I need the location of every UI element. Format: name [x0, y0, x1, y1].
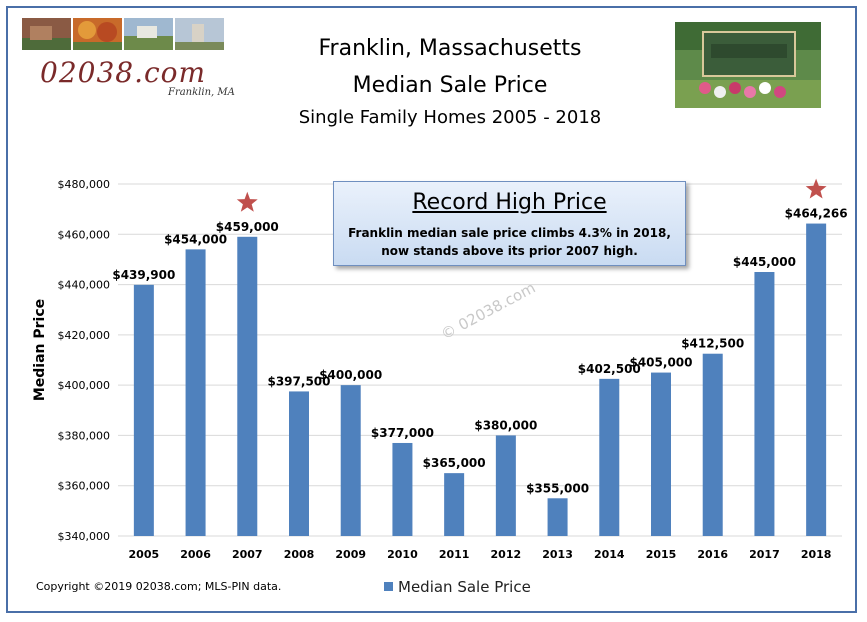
x-tick-label: 2006	[180, 548, 211, 561]
data-label: $439,900	[112, 268, 175, 282]
data-label: $464,266	[785, 207, 848, 221]
bar	[392, 442, 413, 536]
data-label: $377,000	[371, 426, 434, 440]
chart-title-line2: Median Sale Price	[352, 73, 548, 98]
data-label: $397,500	[267, 374, 330, 388]
chart-title-line1: Franklin, Massachusetts	[318, 36, 582, 61]
y-tick-label: $460,000	[58, 228, 111, 241]
data-label: $459,000	[216, 220, 279, 234]
y-tick-label: $420,000	[58, 329, 111, 342]
data-label: $405,000	[629, 356, 692, 370]
chart-legend: Median Sale Price	[384, 578, 531, 596]
callout-text-line1: Franklin median sale price climbs 4.3% i…	[348, 226, 671, 240]
chart-subtitle: Single Family Homes 2005 - 2018	[298, 107, 602, 128]
data-label: $454,000	[164, 232, 227, 246]
data-label: $380,000	[474, 418, 537, 432]
data-label: $400,000	[319, 368, 382, 382]
bar	[754, 272, 775, 536]
bar	[444, 473, 465, 536]
bar	[651, 372, 671, 536]
x-tick-label: 2008	[284, 548, 315, 561]
y-tick-label: $380,000	[58, 429, 111, 442]
data-label: $355,000	[526, 481, 589, 495]
bar	[495, 435, 516, 536]
record-high-callout: Record High Price Franklin median sale p…	[333, 181, 686, 266]
callout-title: Record High Price	[412, 190, 607, 215]
legend-swatch	[384, 582, 393, 591]
data-label: $402,500	[578, 362, 641, 376]
x-tick-label: 2015	[646, 548, 677, 561]
x-tick-label: 2016	[697, 548, 728, 561]
y-tick-label: $480,000	[58, 178, 111, 191]
bar	[185, 249, 206, 536]
bar	[702, 353, 723, 536]
legend-label: Median Sale Price	[398, 578, 531, 596]
x-tick-label: 2011	[439, 548, 470, 561]
record-star-icon	[805, 178, 827, 199]
data-label: $365,000	[423, 456, 486, 470]
bar	[289, 391, 309, 536]
y-tick-label: $340,000	[58, 530, 111, 543]
bar	[599, 378, 620, 536]
bar	[133, 284, 154, 536]
data-label: $412,500	[681, 337, 744, 351]
callout-text: Franklin median sale price climbs 4.3% i…	[342, 224, 677, 260]
franklin-sign-photo	[675, 22, 821, 108]
callout-text-line2: now stands above its prior 2007 high.	[381, 244, 638, 258]
site-logo: 02038.com	[40, 56, 207, 89]
bar	[547, 498, 568, 536]
town-photos-strip	[22, 18, 224, 50]
x-tick-label: 2005	[129, 548, 160, 561]
copyright-note: Copyright ©2019 02038.com; MLS-PIN data.	[36, 580, 282, 593]
x-tick-label: 2018	[801, 548, 832, 561]
y-tick-label: $360,000	[58, 480, 111, 493]
record-star-icon	[236, 191, 258, 212]
x-tick-label: 2014	[594, 548, 625, 561]
bar	[237, 236, 258, 537]
x-tick-label: 2013	[542, 548, 573, 561]
site-logo-subtitle: Franklin, MA	[168, 87, 235, 98]
y-axis-label: Median Price	[32, 298, 48, 402]
x-tick-label: 2017	[749, 548, 780, 561]
bar	[806, 223, 827, 537]
x-tick-label: 2007	[232, 548, 263, 561]
x-tick-label: 2010	[387, 548, 418, 561]
data-label: $445,000	[733, 255, 796, 269]
bar	[340, 385, 361, 536]
y-tick-label: $440,000	[58, 279, 111, 292]
y-tick-label: $400,000	[58, 379, 111, 392]
x-tick-label: 2012	[491, 548, 522, 561]
x-tick-label: 2009	[335, 548, 366, 561]
